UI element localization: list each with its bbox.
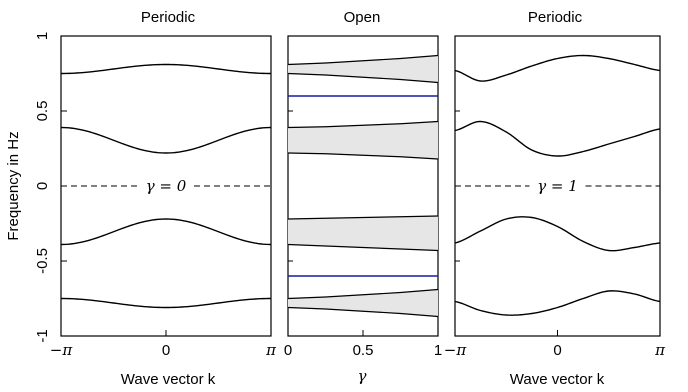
x-axis-label: γ <box>358 367 367 385</box>
x-axis-ticks: −π 0 π <box>50 330 277 359</box>
x-tick-label: π <box>265 341 277 359</box>
x-axis-label: Wave vector k <box>510 371 605 388</box>
x-tick-label: 0 <box>284 342 292 359</box>
panel-title: Open <box>344 9 381 26</box>
band-upper-edge <box>287 288 439 300</box>
plot-content: γ = 1 <box>454 54 661 316</box>
y-axis-label: Frequency in Hz <box>5 131 22 240</box>
band-curve <box>454 216 661 252</box>
x-tick-label: 1 <box>434 342 442 359</box>
band-curve <box>60 126 272 154</box>
x-tick-label: 0 <box>553 342 561 359</box>
panel-periodic-gamma0: Periodic γ = 0 −π 0 π 1 0.5 0 -0.5 -1 Wave vec… <box>5 9 277 388</box>
band-region <box>288 289 438 317</box>
gamma-annotation: γ = 0 <box>146 177 187 195</box>
x-tick-label: −π <box>444 341 468 359</box>
band-upper-edge <box>287 54 439 66</box>
y-tick-label: 0 <box>34 182 51 190</box>
x-axis-ticks: 0 0.5 1 <box>284 110 442 359</box>
x-tick-label: −π <box>50 341 74 359</box>
band-region <box>288 216 438 251</box>
band-upper-edge <box>287 215 439 220</box>
x-tick-label: π <box>654 341 666 359</box>
band-curve <box>454 120 661 157</box>
panel-title: Periodic <box>141 9 196 26</box>
band-lower-edge <box>287 72 439 84</box>
band-curve <box>60 63 272 75</box>
band-upper-edge <box>287 120 439 129</box>
band-lower-edge <box>287 306 439 318</box>
band-region <box>288 55 438 83</box>
y-tick-label: -0.5 <box>34 248 51 274</box>
band-lower-edge <box>287 152 439 160</box>
x-axis-label: Wave vector k <box>121 371 216 388</box>
y-tick-label: -1 <box>34 329 51 342</box>
band-curve <box>60 218 272 246</box>
band-curve <box>60 297 272 309</box>
x-axis-ticks: −π 0 π <box>444 110 666 359</box>
band-curve <box>454 290 661 316</box>
band-lower-edge <box>287 243 439 252</box>
x-tick-label: 0.5 <box>353 342 374 359</box>
plot-content: γ = 0 <box>60 63 272 309</box>
plot-content <box>287 54 439 318</box>
panel-open: Open 0 0.5 1 γ <box>284 9 442 385</box>
y-tick-label: 1 <box>34 32 51 40</box>
panel-periodic-gamma1: Periodic γ = 1 −π 0 π Wave vector k <box>444 9 666 388</box>
band-region <box>288 121 438 159</box>
gamma-annotation: γ = 1 <box>537 177 578 195</box>
y-axis-ticks: 1 0.5 0 -0.5 -1 <box>34 32 67 343</box>
band-curve <box>454 54 661 82</box>
x-tick-label: 0 <box>162 342 170 359</box>
y-tick-label: 0.5 <box>34 101 51 122</box>
panel-title: Periodic <box>528 9 583 26</box>
